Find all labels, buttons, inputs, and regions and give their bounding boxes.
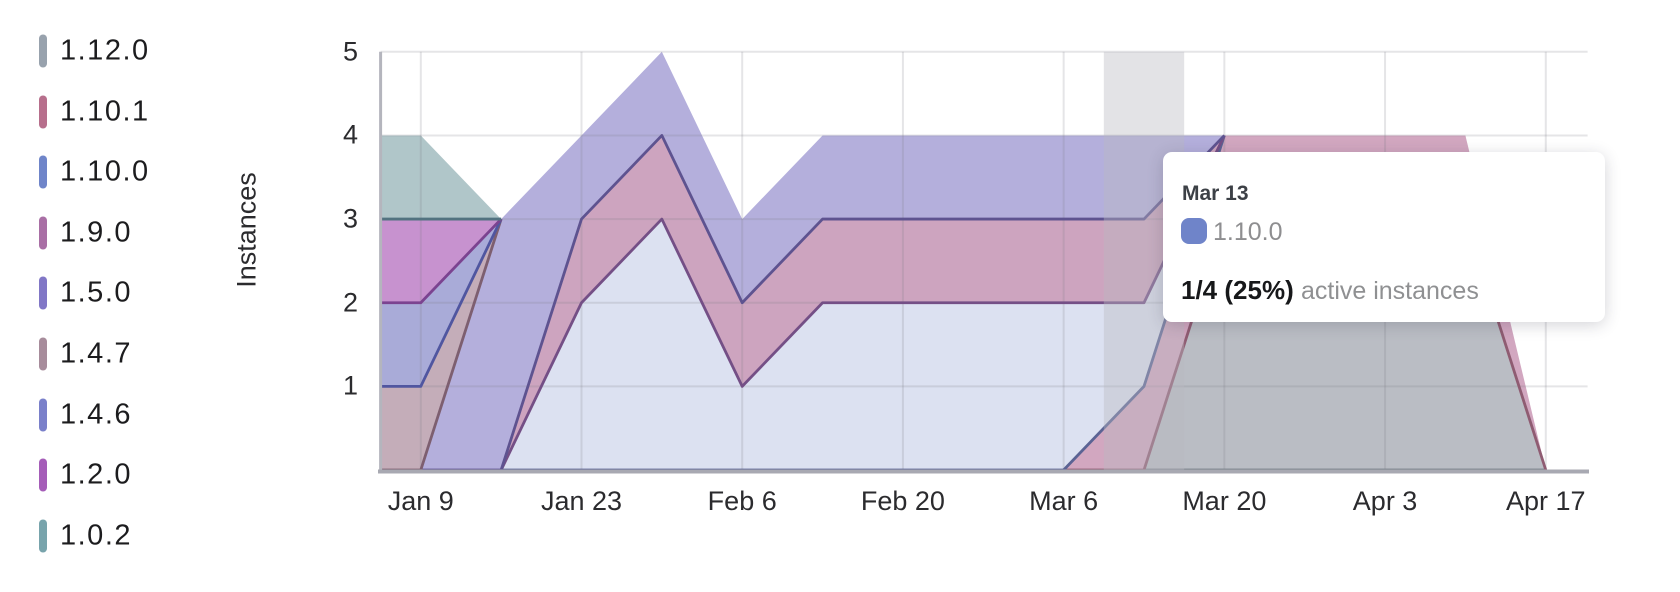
legend-swatch-1.4.7 xyxy=(39,337,47,371)
y-tick-label: 3 xyxy=(342,203,358,234)
boundary-1.4.6 xyxy=(380,218,503,388)
legend-label: 1.4.6 xyxy=(60,398,132,431)
x-tick-label: Mar 20 xyxy=(1182,486,1267,516)
legend-label: 1.4.7 xyxy=(60,337,132,370)
x-tick-label: Jan 9 xyxy=(387,486,454,516)
legend-swatch-1.0.2 xyxy=(39,519,47,553)
legend-label: 1.12.0 xyxy=(60,34,150,67)
legend-item-1.0.2[interactable]: 1.0.2 xyxy=(39,519,132,553)
legend-item-1.10.1[interactable]: 1.10.1 xyxy=(39,95,150,129)
boundary-1.5.0 xyxy=(420,134,1226,472)
area-1.4.7 xyxy=(380,219,502,470)
legend-item-1.2.0[interactable]: 1.2.0 xyxy=(39,458,132,492)
x-tick-label: Apr 17 xyxy=(1505,486,1586,516)
y-tick-label: 5 xyxy=(342,36,358,67)
tooltip-value: 1/4 (25%) active instances xyxy=(1181,275,1479,305)
legend-swatch-1.10.0 xyxy=(39,155,47,189)
area-1.0.2 xyxy=(380,135,502,220)
legend-swatch-1.5.0 xyxy=(39,276,47,310)
legend-swatch-1.4.6 xyxy=(39,398,47,432)
legend-swatch-1.10.1 xyxy=(39,95,47,129)
legend-item-1.4.6[interactable]: 1.4.6 xyxy=(39,398,132,432)
legend-label: 1.10.0 xyxy=(60,155,150,188)
legend-item-1.10.0[interactable]: 1.10.0 xyxy=(39,155,150,189)
x-tick-label: Feb 6 xyxy=(707,486,777,516)
x-tick-label: Jan 23 xyxy=(540,486,623,516)
boundary-1.9.0 xyxy=(499,134,1226,471)
legend-swatch-1.12.0 xyxy=(39,34,47,68)
chart-tooltip: Mar 13 1.10.0 1/4 (25%) active instances xyxy=(1163,152,1605,322)
tooltip-series-swatch xyxy=(1181,218,1207,244)
legend-label: 1.2.0 xyxy=(60,458,132,491)
y-tick-label: 2 xyxy=(342,287,358,318)
legend-item-1.4.7[interactable]: 1.4.7 xyxy=(39,337,132,371)
tooltip-series-name: 1.10.0 xyxy=(1213,218,1283,246)
x-tick-label: Apr 3 xyxy=(1352,486,1418,516)
x-tick-label: Mar 6 xyxy=(1029,486,1099,516)
boundary-1.2.0 xyxy=(380,218,503,305)
y-axis-title: Instances xyxy=(231,172,262,288)
tooltip-date: Mar 13 xyxy=(1182,182,1249,205)
y-tick-label: 1 xyxy=(342,370,358,401)
legend-item-1.12.0[interactable]: 1.12.0 xyxy=(39,34,150,68)
legend-label: 1.5.0 xyxy=(60,276,132,309)
x-tick-label: Feb 20 xyxy=(860,486,945,516)
area-1.4.6 xyxy=(380,219,502,387)
legend-label: 1.0.2 xyxy=(60,519,132,552)
legend-swatch-1.2.0 xyxy=(39,458,47,492)
legend-item-1.9.0[interactable]: 1.9.0 xyxy=(39,216,132,250)
area-1.5.0 xyxy=(420,51,1225,471)
legend-label: 1.9.0 xyxy=(60,216,132,249)
area-1.2.0 xyxy=(380,219,502,303)
y-tick-label: 4 xyxy=(342,119,358,150)
legend-swatch-1.9.0 xyxy=(39,216,47,250)
legend-label: 1.10.1 xyxy=(60,95,150,128)
legend-item-1.5.0[interactable]: 1.5.0 xyxy=(39,276,132,310)
